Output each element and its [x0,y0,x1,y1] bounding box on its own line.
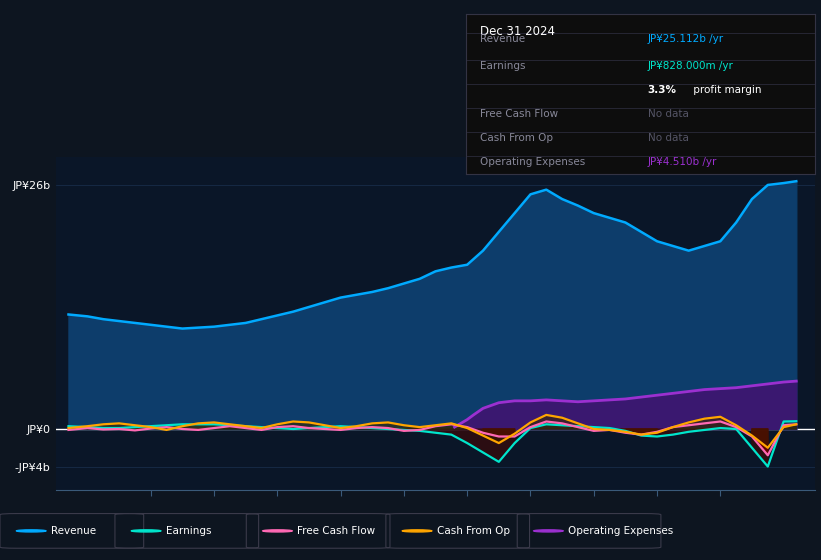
Text: No data: No data [648,133,689,143]
Text: Operating Expenses: Operating Expenses [568,526,673,536]
Text: Operating Expenses: Operating Expenses [480,157,585,167]
Text: JP¥828.000m /yr: JP¥828.000m /yr [648,61,734,71]
Text: Earnings: Earnings [480,61,525,71]
Circle shape [402,530,432,532]
Text: Revenue: Revenue [51,526,96,536]
Text: profit margin: profit margin [690,85,761,95]
Text: Cash From Op: Cash From Op [437,526,510,536]
Text: Free Cash Flow: Free Cash Flow [480,109,558,119]
Text: Earnings: Earnings [166,526,211,536]
Circle shape [131,530,161,532]
Text: JP¥4.510b /yr: JP¥4.510b /yr [648,157,718,167]
Circle shape [263,530,292,532]
Text: Cash From Op: Cash From Op [480,133,553,143]
Text: 3.3%: 3.3% [648,85,677,95]
Text: JP¥25.112b /yr: JP¥25.112b /yr [648,34,724,44]
Circle shape [16,530,46,532]
Text: Revenue: Revenue [480,34,525,44]
Text: No data: No data [648,109,689,119]
Text: Free Cash Flow: Free Cash Flow [297,526,375,536]
Text: Dec 31 2024: Dec 31 2024 [480,25,555,38]
Circle shape [534,530,563,532]
